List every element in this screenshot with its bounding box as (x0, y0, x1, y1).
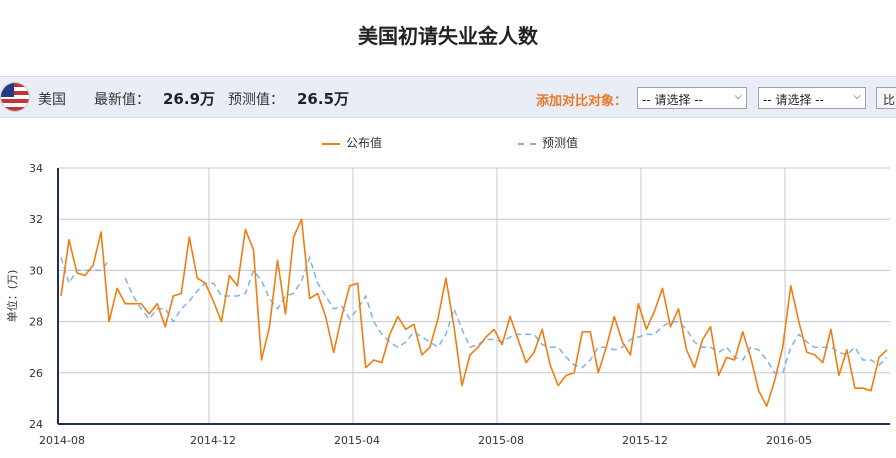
chevron-down-icon: ⌵ (734, 91, 742, 102)
legend-item-forecast[interactable]: 预测值 (518, 134, 578, 151)
latest-label: 最新值： (94, 92, 150, 108)
forecast-label: 预测值： (228, 92, 284, 108)
chart-title: 美国初请失业金人数 (358, 24, 538, 48)
y-tick-label: 32 (29, 213, 43, 226)
y-tick-label: 30 (29, 264, 43, 277)
legend-actual-swatch (322, 142, 340, 145)
y-tick-label: 28 (29, 316, 43, 329)
line-chart: 24 26 28 30 32 34 2014-08 2014-12 2015-04 2015-08… (5, 162, 890, 447)
toolbar: 美国 最新值： 26.9万 预测值： 26.5万 添加对比对象： -- 请选择 … (0, 76, 896, 118)
series-line-forecast (60, 255, 888, 374)
us-flag-icon (0, 82, 30, 112)
x-tick-label: 2015-08 (478, 434, 524, 447)
legend-forecast-label: 预测值 (542, 136, 579, 150)
y-tick-label: 24 (29, 418, 43, 431)
x-tick-label: 2014-12 (190, 434, 236, 447)
compare-select-2-value: -- 请选择 -- (763, 93, 824, 107)
legend-item-actual[interactable]: 公布值 (322, 134, 382, 151)
compare-button[interactable]: 比 (876, 87, 896, 109)
compare-select-1[interactable]: -- 请选择 -- ⌵ (637, 87, 747, 109)
x-tick-label: 2016-05 (766, 434, 812, 447)
legend-forecast-swatch (518, 142, 536, 145)
x-tick-label: 2015-04 (334, 434, 380, 447)
y-tick-label: 34 (29, 162, 43, 175)
x-tick-label: 2015-12 (622, 434, 668, 447)
y-axis-title: 单位：(万) (5, 270, 19, 323)
series-line-actual (60, 218, 888, 407)
x-tick-label: 2014-08 (39, 434, 85, 447)
y-tick-label: 26 (29, 367, 43, 380)
country-name: 美国 (38, 92, 66, 108)
latest-value: 26.9万 (163, 90, 216, 108)
compare-select-2[interactable]: -- 请选择 -- ⌵ (758, 87, 866, 109)
compare-label: 添加对比对象： (536, 94, 628, 109)
compare-select-1-value: -- 请选择 -- (642, 93, 703, 107)
legend-actual-label: 公布值 (346, 136, 383, 150)
chevron-down-icon: ⌵ (853, 91, 861, 102)
forecast-value: 26.5万 (297, 90, 350, 108)
